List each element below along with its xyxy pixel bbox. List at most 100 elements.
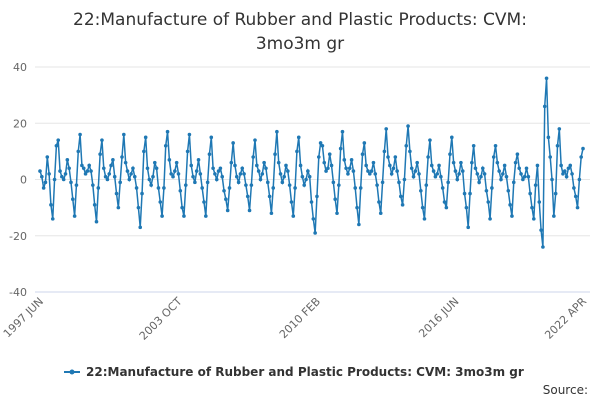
point [200, 186, 204, 190]
point [238, 172, 243, 176]
point [480, 166, 485, 171]
point [202, 200, 206, 204]
point [158, 200, 163, 204]
point [171, 174, 175, 179]
series-line [39, 78, 584, 248]
point [189, 163, 194, 168]
point [493, 143, 498, 148]
point [54, 143, 59, 148]
point [132, 174, 137, 179]
point [435, 172, 440, 176]
point [302, 183, 307, 187]
point [333, 197, 337, 201]
point [477, 180, 481, 185]
point [233, 163, 237, 168]
point [91, 183, 95, 187]
point [163, 143, 168, 148]
legend-marker [69, 369, 75, 375]
point [340, 129, 345, 134]
point [369, 169, 374, 173]
point [225, 208, 230, 213]
point [43, 180, 48, 185]
point [464, 205, 469, 210]
point [107, 172, 112, 176]
point [511, 180, 516, 185]
point [284, 163, 288, 168]
point [85, 169, 90, 173]
point [213, 172, 217, 176]
point [262, 160, 266, 165]
point [384, 127, 389, 131]
point [264, 166, 268, 171]
point [244, 183, 248, 187]
point [351, 169, 356, 173]
point [169, 172, 173, 176]
point [426, 155, 430, 159]
point [561, 172, 565, 176]
point [191, 174, 195, 179]
point [180, 205, 184, 210]
point [245, 194, 250, 199]
point [193, 180, 197, 185]
point [564, 174, 569, 179]
point [227, 186, 232, 190]
point [152, 160, 157, 165]
point [544, 76, 549, 81]
point [320, 143, 325, 148]
point [216, 169, 221, 173]
point [484, 188, 489, 193]
point [253, 138, 257, 142]
point [89, 169, 93, 173]
point [242, 172, 246, 176]
point [388, 163, 392, 168]
point [537, 200, 542, 204]
point [45, 155, 50, 159]
point [103, 174, 108, 179]
point [318, 141, 323, 145]
chart-title: 22:Manufacture of Rubber and Plastic Pro… [73, 10, 527, 54]
point [409, 166, 414, 171]
point [471, 143, 476, 148]
point [338, 146, 343, 151]
point [353, 186, 358, 190]
point [147, 177, 152, 182]
point [162, 186, 166, 190]
point [335, 211, 339, 216]
point [70, 197, 75, 201]
point [413, 169, 418, 173]
point [74, 183, 79, 187]
point [326, 166, 330, 171]
point [60, 174, 64, 179]
y-tick-label: 20 [13, 117, 27, 130]
point [273, 152, 277, 156]
point [573, 194, 578, 199]
point [289, 200, 294, 204]
point [56, 138, 61, 142]
point [491, 155, 496, 159]
point [111, 158, 115, 162]
point [214, 177, 219, 182]
point [286, 169, 290, 173]
point [373, 172, 378, 176]
point [429, 163, 434, 168]
point [442, 200, 447, 204]
point [131, 166, 135, 171]
point [502, 163, 507, 168]
point [101, 166, 106, 171]
point [486, 200, 491, 204]
point [61, 177, 66, 182]
point [143, 135, 148, 140]
point [395, 169, 399, 173]
point [96, 186, 101, 190]
point [256, 169, 261, 173]
point [207, 152, 212, 156]
point [307, 174, 312, 179]
point [344, 166, 348, 171]
point [140, 191, 144, 196]
point [479, 174, 483, 179]
point [398, 194, 403, 199]
point [236, 180, 241, 185]
point [324, 169, 328, 173]
point [247, 208, 252, 213]
point [433, 174, 438, 179]
